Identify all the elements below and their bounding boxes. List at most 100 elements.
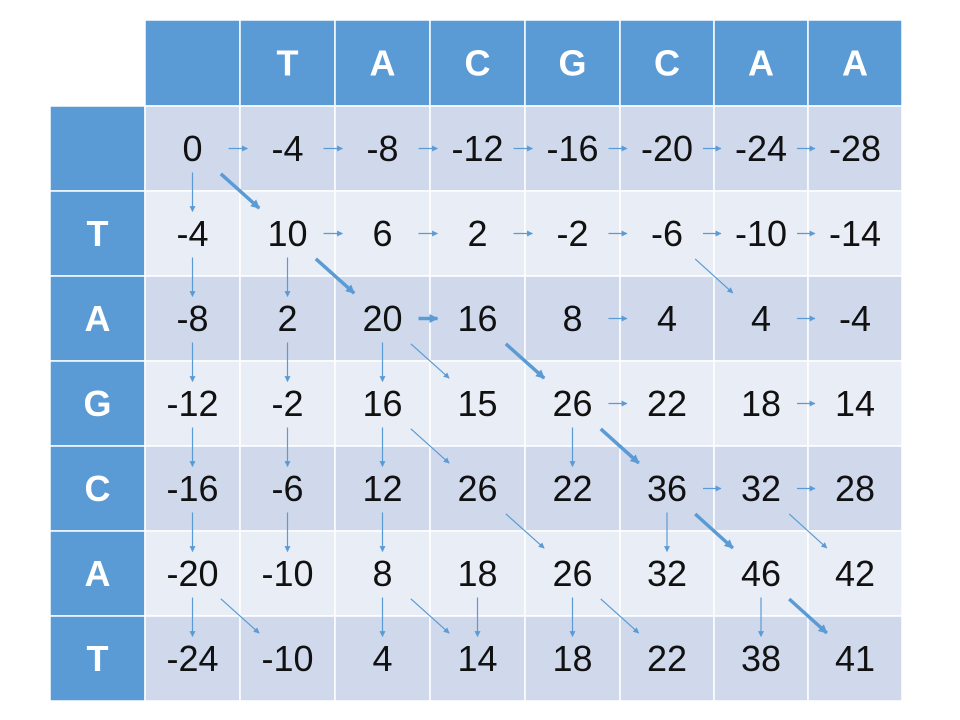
matrix-cell — [713, 190, 809, 277]
matrix-cell-value: 14 — [457, 638, 497, 679]
traceback-arrow — [219, 172, 261, 210]
matrix-cell-value: 32 — [741, 468, 781, 509]
matrix-cell-value: 14 — [835, 383, 875, 424]
matrix-cell-value: -8 — [176, 298, 208, 339]
traceback-arrow — [504, 342, 546, 380]
pointer-arrow — [788, 513, 828, 549]
matrix-cell-value: 38 — [741, 638, 781, 679]
matrix-cell-value: 26 — [457, 468, 497, 509]
pointer-arrow — [410, 343, 450, 379]
matrix-cell-value: -10 — [261, 553, 313, 594]
left-header-blank-cell — [49, 105, 146, 192]
matrix-cell-value: 16 — [457, 298, 497, 339]
left-header-letter: G — [83, 383, 111, 424]
matrix-cell-value: -10 — [261, 638, 313, 679]
traceback-arrow — [314, 257, 356, 295]
matrix-cell-value: -2 — [271, 383, 303, 424]
matrix-cell-value: -10 — [735, 213, 787, 254]
left-header-cell — [49, 530, 146, 617]
matrix-cell-value: -4 — [839, 298, 871, 339]
matrix-cell-value: 20 — [362, 298, 402, 339]
matrix-cell-value: 46 — [741, 553, 781, 594]
matrix-cell-value: 8 — [372, 553, 392, 594]
matrix-cell-value: 4 — [372, 638, 392, 679]
left-header-cell — [49, 615, 146, 702]
top-header-letter: A — [842, 43, 868, 84]
matrix-cell-value: -28 — [829, 128, 881, 169]
matrix-cell-value: 22 — [647, 638, 687, 679]
matrix-cell-value: -8 — [366, 128, 398, 169]
matrix-cell-value: 6 — [372, 213, 392, 254]
matrix-cell-value: -16 — [166, 468, 218, 509]
matrix-cell-value: 18 — [457, 553, 497, 594]
pointer-arrow — [505, 513, 545, 549]
matrix-cell-value: 8 — [562, 298, 582, 339]
matrix-cell-value: -6 — [651, 213, 683, 254]
matrix-cell — [807, 360, 903, 447]
matrix-cell-value: -14 — [829, 213, 881, 254]
pointer-arrow — [220, 598, 260, 634]
matrix-cell-value: 26 — [552, 383, 592, 424]
top-header-cell — [334, 19, 431, 107]
matrix-cell-value: 4 — [657, 298, 677, 339]
matrix-cell-value: 4 — [751, 298, 771, 339]
matrix-cell — [807, 190, 903, 277]
pointer-arrow — [600, 598, 640, 634]
matrix-cell-value: 18 — [552, 638, 592, 679]
matrix-cell-value: -24 — [166, 638, 218, 679]
matrix-cell-value: 15 — [457, 383, 497, 424]
top-header-letter: G — [558, 43, 586, 84]
matrix-cell — [429, 190, 526, 277]
pointer-arrow — [410, 428, 450, 464]
top-header-cell — [429, 19, 526, 107]
matrix-cell — [619, 105, 715, 192]
left-header-cell — [49, 360, 146, 447]
left-header-letter: T — [87, 213, 109, 254]
top-header-letter: C — [465, 43, 491, 84]
matrix-cell-value: 32 — [647, 553, 687, 594]
top-header-letter: C — [654, 43, 680, 84]
matrix-cell-value: 22 — [647, 383, 687, 424]
top-header-cell — [713, 19, 809, 107]
top-header-letter: T — [277, 43, 299, 84]
matrix-cell-value: 12 — [362, 468, 402, 509]
matrix-cell-value: 22 — [552, 468, 592, 509]
traceback-arrow — [694, 512, 734, 550]
matrix-cell-value: 36 — [647, 468, 687, 509]
pointer-arrow — [410, 598, 450, 634]
matrix-cell-value: 0 — [182, 128, 202, 169]
top-header-cell — [239, 19, 336, 107]
matrix-cell-value: -6 — [271, 468, 303, 509]
matrix-cell-value: 41 — [835, 638, 875, 679]
matrix-cell-value: -12 — [451, 128, 503, 169]
matrix-cell — [713, 105, 809, 192]
left-header-letter: C — [85, 468, 111, 509]
top-header-letter: A — [370, 43, 396, 84]
left-header-cell — [49, 190, 146, 277]
matrix-cell-value: 26 — [552, 553, 592, 594]
matrix-cell-value: 42 — [835, 553, 875, 594]
matrix-cell — [619, 360, 715, 447]
traceback-arrow — [788, 597, 828, 635]
matrix-cell-value: 10 — [267, 213, 307, 254]
matrix-cell-value: -2 — [556, 213, 588, 254]
matrix-cell-value: -24 — [735, 128, 787, 169]
top-header-letter: A — [748, 43, 774, 84]
matrix-cell-value: 18 — [741, 383, 781, 424]
matrix-cell-value: 16 — [362, 383, 402, 424]
matrix-cell-value: 2 — [277, 298, 297, 339]
matrix-cell-value: -4 — [271, 128, 303, 169]
pointer-arrow — [694, 258, 734, 294]
matrix-cell — [807, 275, 903, 362]
matrix-cell-value: -4 — [176, 213, 208, 254]
matrix-cell-value: -20 — [166, 553, 218, 594]
matrix-cell-value: 2 — [467, 213, 487, 254]
matrix-cell — [807, 105, 903, 192]
matrix-cell-value: 28 — [835, 468, 875, 509]
matrix-cell-value: -16 — [546, 128, 598, 169]
left-header-letter: T — [87, 638, 109, 679]
matrix-cell-value: -12 — [166, 383, 218, 424]
matrix-cell-value: -20 — [641, 128, 693, 169]
left-header-letter: A — [85, 298, 111, 339]
